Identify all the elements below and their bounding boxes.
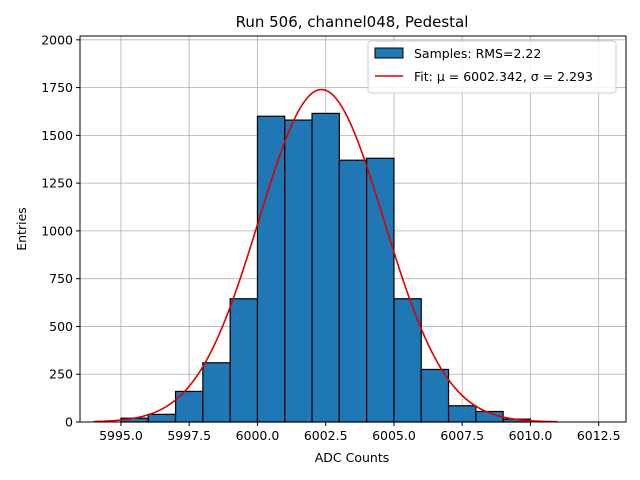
histogram-bar — [202, 362, 231, 423]
x-tick-label: 6005.0 — [372, 428, 416, 443]
y-tick-label: 1750 — [41, 80, 73, 95]
histogram-bar — [147, 413, 177, 423]
y-tick-label: 1500 — [41, 128, 73, 143]
legend-histogram-label: Samples: RMS=2.22 — [414, 46, 541, 61]
histogram-bar — [256, 115, 286, 423]
y-tick-label: 1250 — [41, 176, 73, 191]
y-tick-label: 500 — [49, 319, 73, 334]
y-tick-label: 0 — [65, 415, 73, 430]
y-tick-label: 2000 — [41, 32, 73, 47]
legend-fit-label: Fit: μ = 6002.342, σ = 2.293 — [414, 69, 593, 84]
y-tick-label: 250 — [49, 367, 73, 382]
legend-box — [367, 40, 617, 94]
y-axis: 0 250 500 750 1000 1250 1500 1750 2000 — [41, 32, 80, 430]
y-tick-label: 1000 — [41, 223, 73, 238]
x-tick-label: 6002.5 — [304, 428, 348, 443]
histogram-bar — [284, 119, 313, 423]
y-axis-label: Entries — [14, 207, 29, 251]
x-tick-label: 6000.0 — [236, 428, 280, 443]
histogram-bar — [447, 405, 477, 423]
histogram-bar — [311, 112, 340, 423]
x-tick-label: 5997.5 — [167, 428, 211, 443]
x-axis-label: ADC Counts — [315, 450, 390, 465]
x-tick-label: 6012.5 — [577, 428, 621, 443]
x-tick-label: 5995.0 — [99, 428, 143, 443]
y-tick-label: 750 — [49, 271, 73, 286]
histogram-bar — [229, 298, 259, 423]
legend: Samples: RMS=2.22 Fit: μ = 6002.342, σ =… — [367, 40, 617, 94]
fit-curve — [93, 88, 558, 423]
x-tick-label: 6007.5 — [440, 428, 484, 443]
legend-histogram-swatch — [374, 47, 404, 59]
x-tick-label: 6010.0 — [509, 428, 553, 443]
histogram-bar — [366, 157, 395, 423]
chart-title: Run 506, channel048, Pedestal — [236, 13, 469, 31]
x-axis: 5995.0 5997.5 6000.0 6002.5 6005.0 6007.5 6010… — [99, 422, 621, 443]
fit-curve-layer — [93, 88, 558, 423]
histogram-bar — [420, 368, 450, 423]
plot-frame — [79, 35, 627, 423]
histogram-bar — [338, 159, 368, 423]
